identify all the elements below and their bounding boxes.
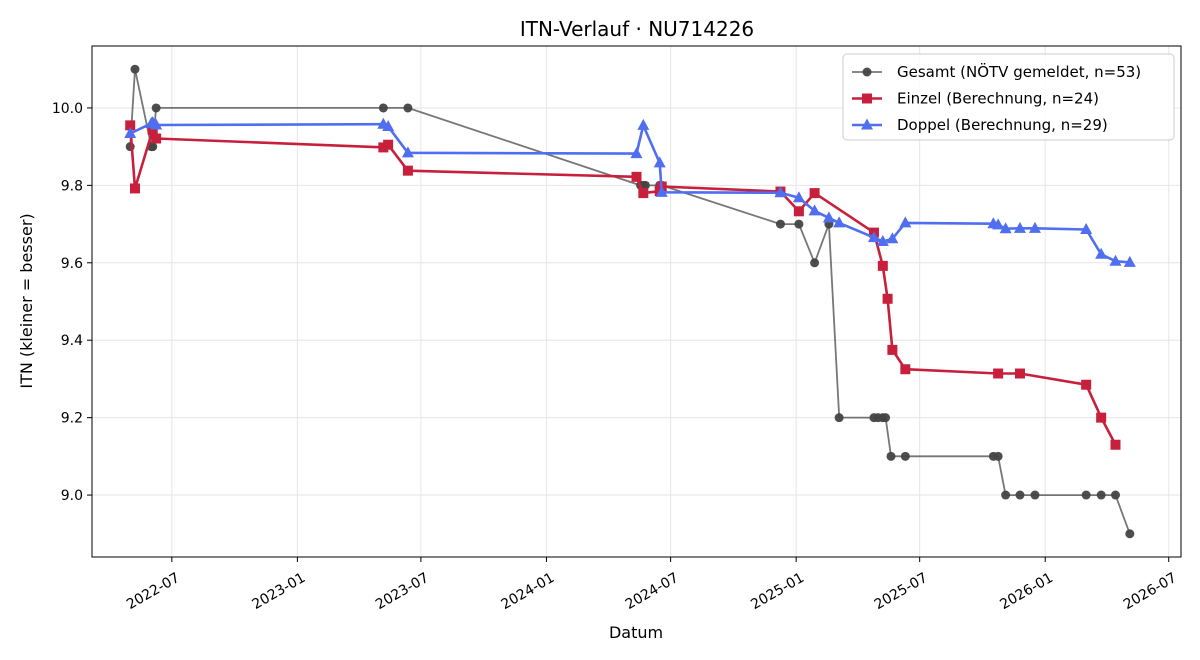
- data-point-gesamt: [130, 64, 140, 74]
- y-axis: 9.0 9.2 9.4 9.6 9.8 10.0: [52, 101, 92, 504]
- data-point-gesamt: [1001, 490, 1011, 500]
- data-point-gesamt: [886, 451, 896, 461]
- data-point-doppel: [899, 216, 912, 228]
- data-point-einzel: [402, 165, 413, 176]
- data-point-doppel: [382, 120, 395, 132]
- series-doppel: [124, 116, 1136, 267]
- data-point-einzel: [809, 188, 820, 199]
- legend-marker-doppel: [861, 118, 873, 130]
- y-tick-label: 10.0: [52, 101, 83, 117]
- data-point-einzel: [147, 125, 158, 136]
- data-point-doppel: [808, 204, 821, 216]
- data-point-gesamt: [151, 103, 161, 113]
- y-tick-label: 9.0: [61, 488, 83, 504]
- y-axis-label: ITN (kleiner = besser): [17, 213, 36, 388]
- data-point-gesamt: [403, 103, 413, 113]
- y-tick-label: 9.6: [61, 256, 83, 272]
- y-tick-label: 9.4: [61, 333, 83, 349]
- legend-label-doppel: Doppel (Berechnung, n=29): [897, 116, 1108, 134]
- data-point-gesamt: [775, 219, 785, 229]
- data-point-doppel: [1123, 255, 1136, 267]
- data-point-einzel: [631, 171, 642, 182]
- data-point-doppel: [774, 186, 787, 198]
- data-point-einzel: [1014, 368, 1025, 379]
- data-point-doppel: [150, 118, 163, 130]
- data-point-gesamt: [794, 219, 804, 229]
- data-point-einzel: [1096, 412, 1107, 423]
- data-point-doppel: [992, 218, 1005, 230]
- legend: Gesamt (NÖTV gemeldet, n=53) Einzel (Bere…: [842, 53, 1175, 141]
- data-point-doppel: [833, 216, 846, 228]
- data-point-doppel: [1109, 254, 1122, 266]
- legend-marker-einzel: [862, 93, 872, 104]
- data-point-einzel: [1110, 439, 1121, 450]
- data-point-einzel: [887, 344, 898, 355]
- data-point-gesamt: [900, 451, 910, 461]
- data-point-einzel: [882, 293, 893, 304]
- data-point-einzel: [383, 139, 394, 150]
- data-point-doppel: [1095, 247, 1108, 259]
- y-tick-label: 9.8: [61, 178, 83, 194]
- data-point-einzel: [151, 133, 162, 144]
- data-point-gesamt: [810, 258, 820, 268]
- data-point-doppel: [1013, 221, 1026, 233]
- data-point-doppel: [401, 146, 414, 158]
- data-point-einzel: [125, 120, 136, 131]
- data-point-einzel: [900, 364, 911, 375]
- y-tick-label: 9.2: [61, 411, 83, 427]
- data-point-gesamt: [1110, 490, 1120, 500]
- legend-label-einzel: Einzel (Berechnung, n=24): [897, 90, 1099, 108]
- data-point-einzel: [1081, 379, 1092, 390]
- data-point-doppel: [630, 147, 643, 159]
- data-point-doppel: [653, 156, 666, 168]
- data-point-doppel: [999, 222, 1012, 234]
- data-point-gesamt: [1096, 490, 1106, 500]
- series-layer: [124, 64, 1136, 539]
- data-point-doppel: [876, 234, 889, 246]
- data-point-doppel: [886, 232, 899, 244]
- data-point-einzel: [793, 206, 804, 217]
- data-point-einzel: [877, 260, 888, 271]
- data-point-einzel: [638, 188, 649, 199]
- data-point-gesamt: [881, 413, 891, 423]
- data-point-einzel: [993, 368, 1004, 379]
- data-point-gesamt: [378, 103, 388, 113]
- x-axis-label: Datum: [609, 623, 663, 642]
- data-point-gesamt: [125, 142, 135, 152]
- data-point-gesamt: [148, 142, 158, 152]
- data-point-gesamt: [1081, 490, 1091, 500]
- data-point-doppel: [822, 211, 835, 223]
- data-point-gesamt: [834, 413, 844, 423]
- data-point-doppel: [792, 191, 805, 203]
- data-point-einzel: [129, 183, 140, 194]
- data-point-gesamt: [1015, 490, 1025, 500]
- data-point-gesamt: [1125, 529, 1135, 539]
- plot-frame: [91, 45, 1182, 558]
- data-point-doppel: [637, 118, 650, 130]
- legend-marker-gesamt: [862, 67, 872, 77]
- legend-label-gesamt: Gesamt (NÖTV gemeldet, n=53): [897, 62, 1141, 81]
- legend-box: [842, 53, 1175, 141]
- data-point-doppel: [1080, 222, 1093, 234]
- data-point-gesamt: [993, 451, 1003, 461]
- data-point-doppel: [124, 126, 137, 138]
- data-point-gesamt: [640, 180, 650, 190]
- data-point-doppel: [1028, 221, 1041, 233]
- data-point-doppel: [655, 185, 668, 197]
- data-point-gesamt: [1030, 490, 1040, 500]
- chart-title: ITN-Verlauf · NU714226: [520, 17, 754, 41]
- data-point-doppel: [867, 231, 880, 243]
